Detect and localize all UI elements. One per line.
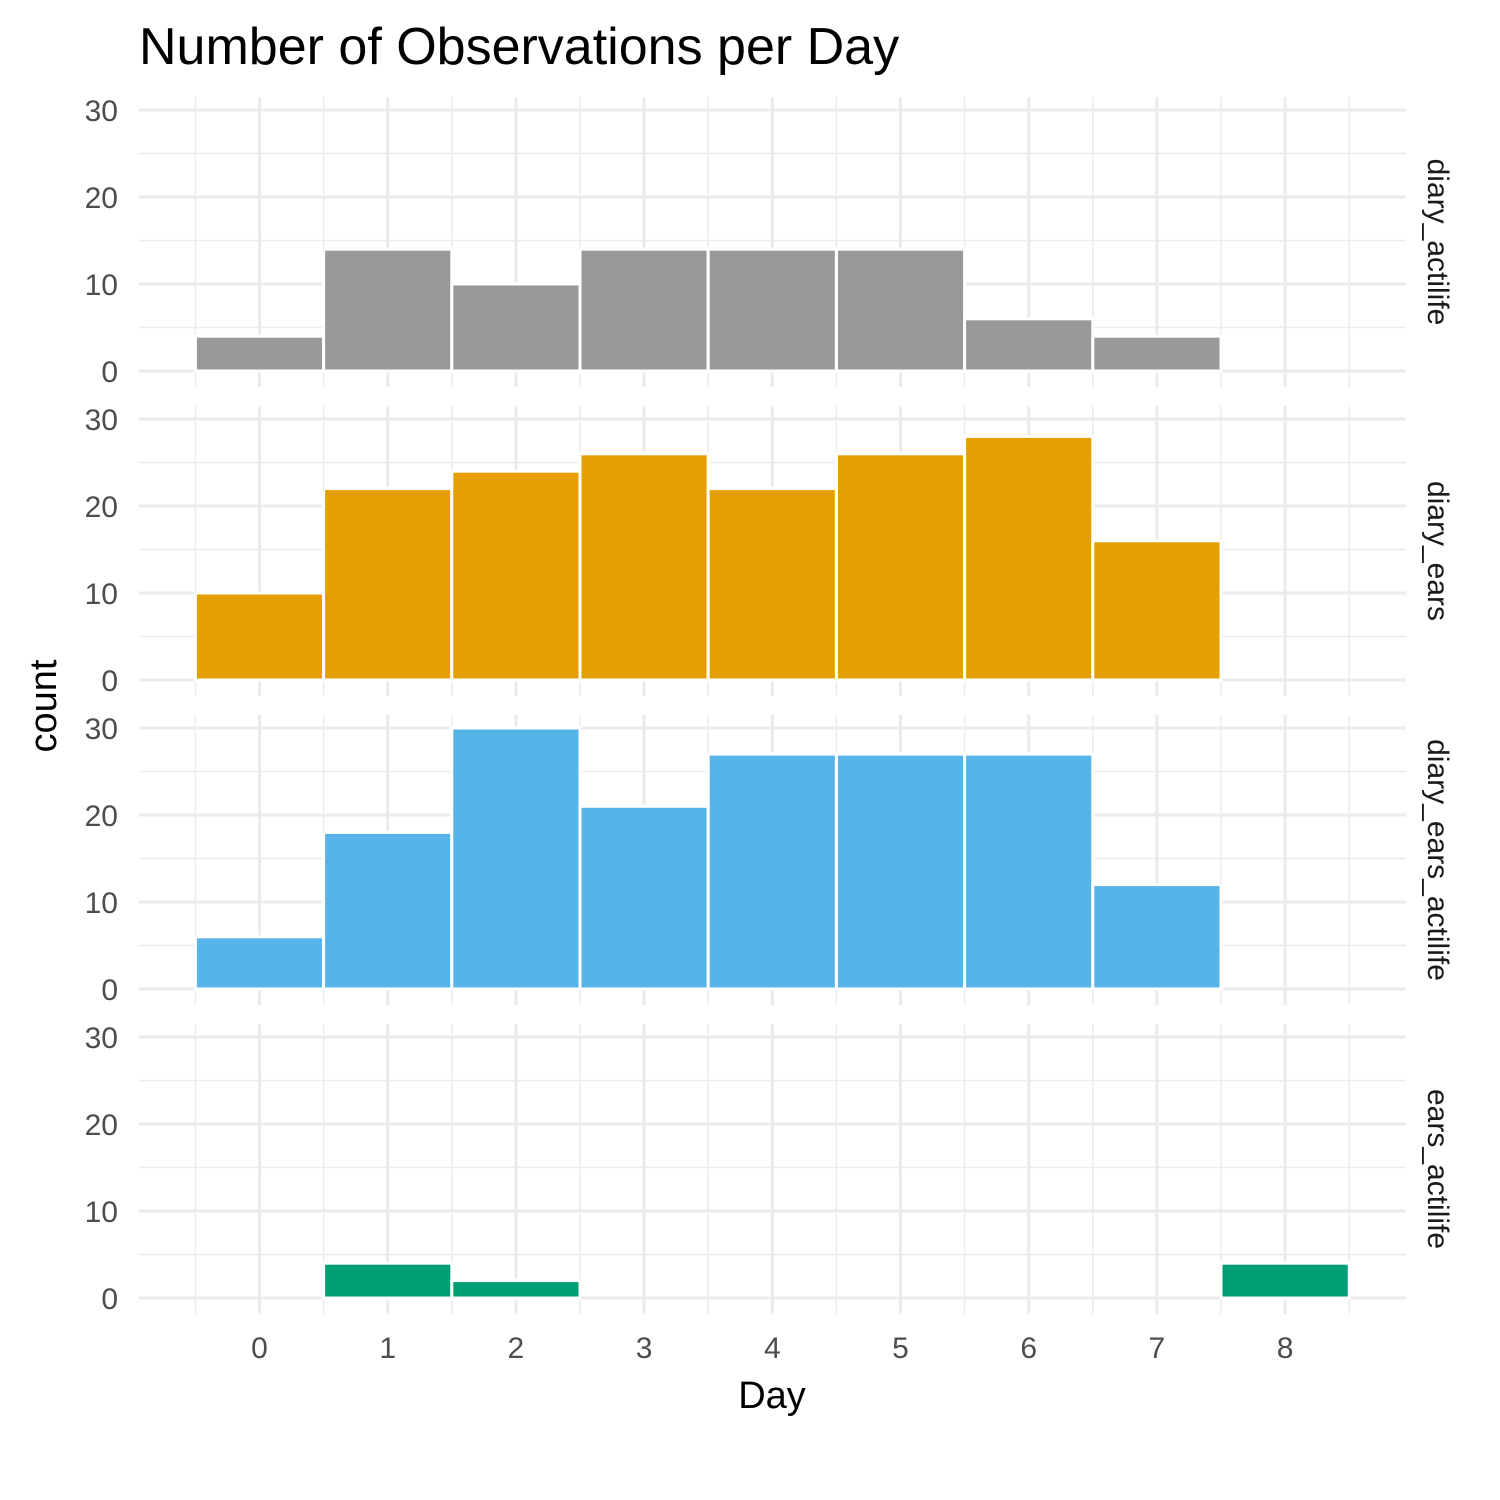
bar-diary-ears-actilife-day-6 — [963, 752, 1095, 991]
bar-diary-ears-actilife-day-4 — [706, 752, 838, 991]
x-tick-labels: 0 1 2 3 4 5 6 7 8 — [251, 1332, 1293, 1365]
bar-diary-actilife-day-4 — [706, 247, 838, 373]
x-tick-label: 6 — [1020, 1332, 1037, 1365]
bar-diary-ears-actilife-day-1 — [322, 830, 454, 991]
y-tick-label: 30 — [85, 713, 118, 746]
bar-diary-ears-day-2 — [450, 469, 582, 682]
x-tick-label: 0 — [251, 1332, 268, 1365]
bar-diary-actilife-day-6 — [963, 317, 1095, 373]
bar-diary-ears-day-5 — [834, 452, 967, 682]
bar-ears-actilife-day-8 — [1219, 1261, 1351, 1300]
y-tick-label: 0 — [101, 1283, 118, 1316]
bar-diary-ears-actilife-day-0 — [193, 935, 326, 991]
bar-diary-ears-day-1 — [322, 487, 454, 682]
x-tick-label: 1 — [379, 1332, 396, 1365]
bar-diary-actilife-day-0 — [193, 334, 326, 373]
bar-diary-ears-day-7 — [1091, 539, 1223, 682]
x-axis-title: Day — [738, 1375, 806, 1417]
x-tick-label: 8 — [1277, 1332, 1294, 1365]
chart-title: Number of Observations per Day — [139, 18, 899, 76]
bar-ears-actilife-day-2 — [450, 1279, 582, 1300]
bar-diary-ears-actilife-day-3 — [578, 804, 710, 991]
bar-diary-ears-actilife-day-2 — [450, 726, 582, 991]
facet-strip-label: diary_actilife — [1421, 159, 1454, 326]
y-tick-label: 0 — [101, 665, 118, 698]
y-tick-label: 20 — [85, 1109, 118, 1142]
bar-diary-ears-day-4 — [706, 487, 838, 682]
facet-strip-label: diary_ears_actilife — [1421, 739, 1454, 981]
y-tick-label: 20 — [85, 491, 118, 524]
facet-panel-ears-actilife: 0 10 20 30 ears_actilife — [85, 1022, 1454, 1316]
y-tick-label: 0 — [101, 356, 118, 389]
y-tick-label: 20 — [85, 800, 118, 833]
bar-diary-ears-day-3 — [578, 452, 710, 682]
facet-panel-diary-actilife: 0 10 20 30 diary_actilife — [85, 95, 1454, 389]
y-tick-label: 10 — [85, 887, 118, 920]
facet-panel-diary-ears-actilife: 0 10 20 30 diary_ears_actilife — [85, 713, 1454, 1007]
bar-diary-actilife-day-7 — [1091, 334, 1223, 373]
bar-ears-actilife-day-1 — [322, 1261, 454, 1300]
facet-panels: 0 10 20 30 diary_actilife 0 10 20 30 diary_ears 0 1… — [85, 95, 1454, 1316]
bar-diary-ears-day-0 — [193, 591, 326, 682]
y-tick-label: 20 — [85, 182, 118, 215]
y-tick-label: 10 — [85, 1196, 118, 1229]
bar-diary-actilife-day-2 — [450, 282, 582, 373]
y-tick-label: 0 — [101, 974, 118, 1007]
bar-diary-ears-actilife-day-7 — [1091, 883, 1223, 991]
x-tick-label: 5 — [892, 1332, 909, 1365]
y-axis-title: count — [23, 659, 65, 752]
bar-diary-actilife-day-1 — [322, 247, 454, 373]
y-tick-label: 10 — [85, 578, 118, 611]
x-tick-label: 4 — [764, 1332, 781, 1365]
bar-diary-ears-day-6 — [963, 434, 1095, 682]
y-tick-label: 30 — [85, 404, 118, 437]
facet-panel-diary-ears: 0 10 20 30 diary_ears — [85, 404, 1454, 698]
x-tick-label: 7 — [1149, 1332, 1166, 1365]
y-tick-label: 30 — [85, 95, 118, 128]
facet-strip-label: diary_ears — [1421, 481, 1454, 621]
y-tick-label: 10 — [85, 269, 118, 302]
bar-diary-ears-actilife-day-5 — [834, 752, 967, 991]
y-tick-label: 30 — [85, 1022, 118, 1055]
facet-strip-label: ears_actilife — [1421, 1089, 1454, 1249]
bar-diary-actilife-day-5 — [834, 247, 967, 373]
x-tick-label: 3 — [636, 1332, 653, 1365]
x-tick-label: 2 — [508, 1332, 525, 1365]
bar-diary-actilife-day-3 — [578, 247, 710, 373]
